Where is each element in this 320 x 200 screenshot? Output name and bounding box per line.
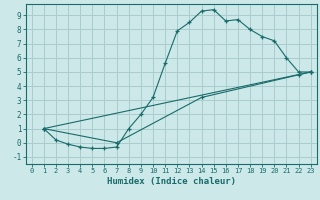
X-axis label: Humidex (Indice chaleur): Humidex (Indice chaleur) — [107, 177, 236, 186]
